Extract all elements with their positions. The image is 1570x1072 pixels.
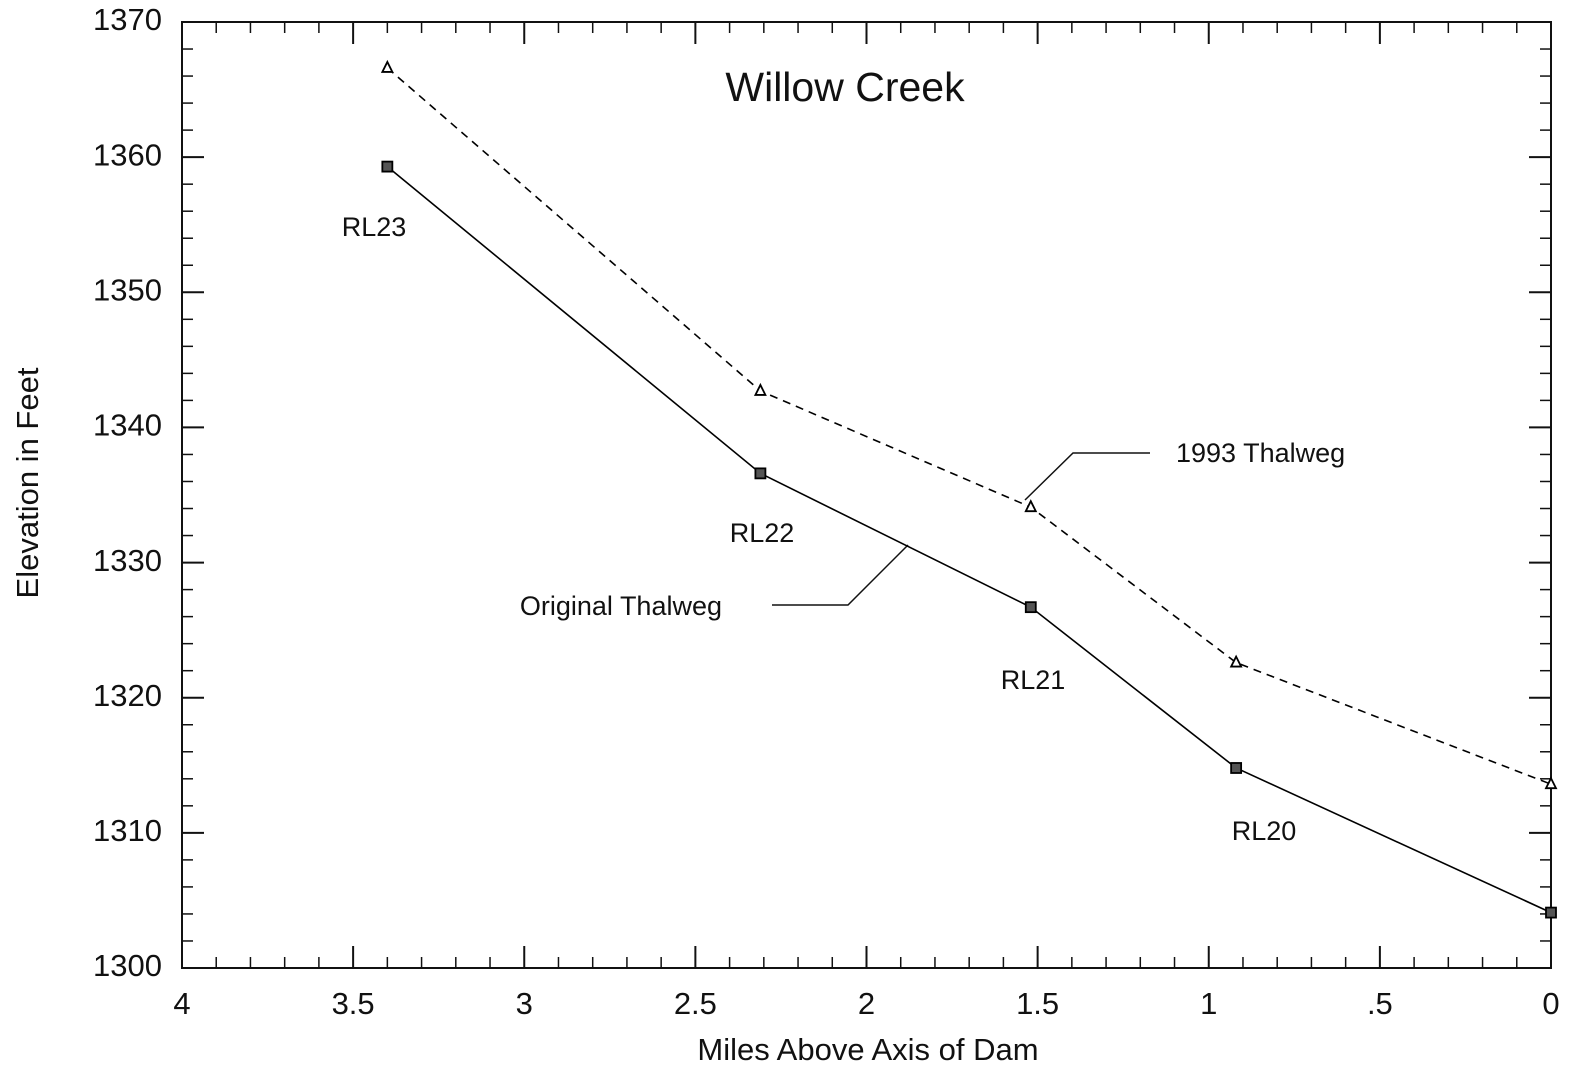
y-axis-label: Elevation in Feet [10,367,45,598]
y-tick-label: 1350 [93,272,162,307]
marker [1230,762,1243,774]
series-line [386,67,1552,785]
annotation: RL22 [730,518,795,548]
marker [754,467,767,480]
x-tick-label: 2.5 [674,986,717,1021]
legend-label: 1993 Thalweg [1176,438,1345,468]
x-tick-label: 0 [1542,986,1559,1021]
x-tick-label: 2 [858,986,875,1021]
marker [1544,776,1558,790]
y-tick-label: 1320 [93,678,162,713]
x-tick-label: .5 [1367,986,1393,1021]
marker [381,160,394,173]
annotation: RL21 [1001,665,1066,695]
marker [753,382,767,396]
x-tick-label: 4 [173,986,190,1021]
marker [1545,906,1557,919]
series-line [386,165,1552,914]
y-tick-label: 1370 [93,2,162,37]
y-tick-label: 1360 [93,137,162,172]
y-tick-label: 1310 [93,813,162,848]
y-tick-label: 1340 [93,408,162,443]
annotation: RL20 [1232,816,1297,846]
marker [1229,654,1243,668]
y-tick-label: 1300 [93,948,162,983]
y-tick-label: 1330 [93,543,162,578]
marker [1024,499,1038,513]
marker [1024,601,1037,614]
x-tick-label: 3.5 [332,986,375,1021]
legend-label: Original Thalweg [520,591,722,621]
x-tick-label: 3 [516,986,533,1021]
x-axis-label: Miles Above Axis of Dam [697,1032,1038,1067]
x-tick-label: 1 [1200,986,1217,1021]
leader-line [1024,452,1150,501]
marker [380,59,394,73]
leader-line [772,544,909,606]
annotation: RL23 [342,212,407,242]
x-tick-label: 1.5 [1016,986,1059,1021]
chart-title: Willow Creek [725,64,965,110]
